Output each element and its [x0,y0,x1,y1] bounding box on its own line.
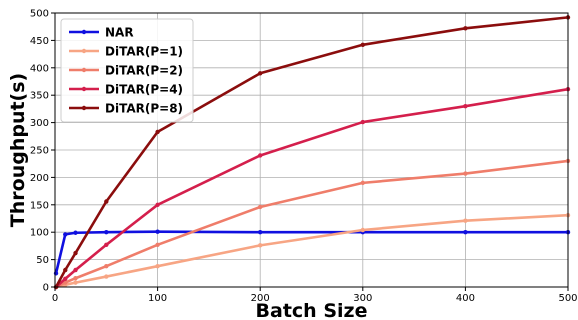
data-point [73,230,78,235]
axis-ticks: 0 50 100 150 200 250 300 350 400 450 500 0 100 200 300… [30,9,578,305]
y-tick-label: 50 [36,255,49,266]
y-tick-label: 250 [30,146,49,157]
legend-marker [81,86,87,92]
data-point [360,119,365,125]
legend-marker [81,48,87,54]
legend-box [60,18,194,123]
data-point [104,230,109,235]
legend-marker [81,67,87,73]
data-point [258,230,263,235]
y-tick-label: 0 [43,283,49,294]
x-tick-label: 100 [148,293,167,304]
y-tick-label: 450 [30,36,49,47]
data-point [73,267,78,273]
data-point [463,103,468,109]
data-point [155,229,160,234]
data-point [63,267,68,273]
data-point [155,129,160,135]
data-point [63,280,68,285]
legend-marker [81,29,87,35]
y-tick-label: 400 [30,63,49,74]
data-point [73,280,78,285]
y-tick-label: 150 [30,200,49,211]
y-tick-label: 500 [30,9,49,20]
data-point [155,242,160,248]
data-point [155,202,160,207]
x-tick-label: 0 [52,293,58,304]
data-point [104,263,109,269]
data-point [53,271,59,276]
data-point [63,276,68,281]
data-point [73,276,78,281]
data-point [463,26,468,31]
x-tick-label: 400 [456,293,475,304]
legend-marker [81,105,87,111]
data-point [258,71,263,76]
data-point [104,274,109,279]
y-tick-label: 350 [30,91,49,102]
data-point [463,218,468,223]
series-line-1 [55,213,569,289]
y-tick-label: 200 [30,173,49,184]
data-point [463,171,468,176]
x-tick-label: 200 [251,293,270,304]
x-axis-title: Batch Size [256,300,368,320]
data-point [63,232,68,237]
data-point [360,180,365,186]
data-point [463,230,468,235]
x-tick-label: 300 [353,293,372,304]
legend: NAR DiTAR(P=1) DiTAR(P=2) DiTAR(P=4) DiTAR(P… [60,18,194,123]
series-lines [53,15,571,290]
data-point [155,263,160,269]
data-point [73,250,78,256]
y-tick-label: 300 [30,118,49,129]
data-point [104,199,109,204]
data-point [104,242,109,248]
legend-label: DiTAR(P=4) [105,83,183,97]
data-point [258,243,263,248]
legend-label: NAR [105,26,134,40]
y-tick-label: 100 [30,228,49,239]
legend-label: DiTAR(P=1) [105,45,183,59]
x-tick-label: 500 [558,293,577,304]
legend-label: DiTAR(P=2) [105,64,183,78]
data-point [360,227,365,233]
data-point [360,42,365,47]
legend-label: DiTAR(P=8) [105,102,183,116]
data-point [258,204,263,210]
data-point [258,153,263,158]
y-axis-title: Throughput(s) [7,73,29,227]
